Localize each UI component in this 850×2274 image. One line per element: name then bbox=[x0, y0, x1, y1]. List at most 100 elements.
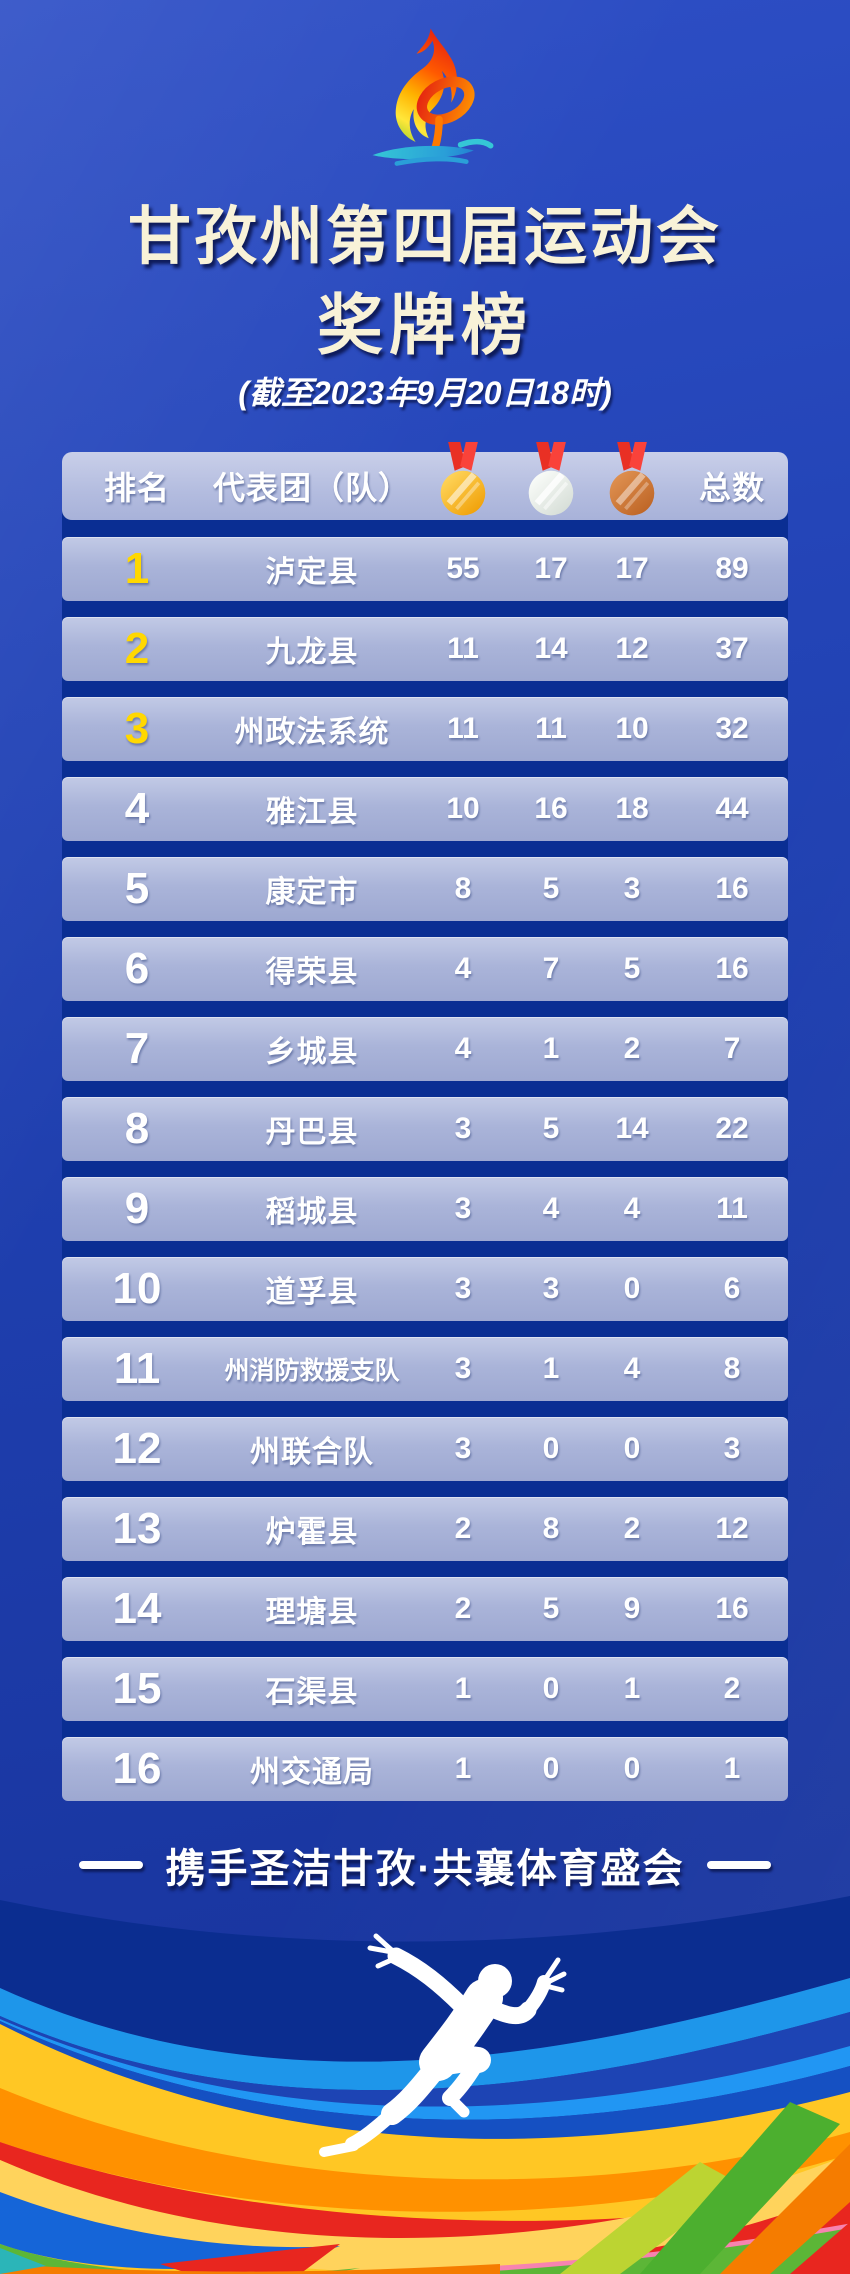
silver-cell: 14 bbox=[534, 632, 568, 665]
rank-cell: 2 bbox=[124, 624, 150, 673]
rank-cell: 9 bbox=[124, 1184, 150, 1233]
table-row: 11 州消防救援支队 3 1 4 8 bbox=[62, 1337, 788, 1401]
gold-cell: 3 bbox=[454, 1352, 472, 1385]
table-row: 13 炉霍县 2 8 2 12 bbox=[62, 1497, 788, 1561]
total-cell: 37 bbox=[715, 632, 749, 665]
rank-cell: 6 bbox=[124, 944, 150, 993]
total-cell: 16 bbox=[715, 952, 749, 985]
team-cell: 康定市 bbox=[265, 876, 359, 909]
total-cell: 11 bbox=[716, 1192, 748, 1225]
gold-cell: 8 bbox=[454, 872, 472, 905]
slogan-dash bbox=[706, 1861, 771, 1869]
bronze-cell: 0 bbox=[623, 1432, 641, 1465]
silver-cell: 5 bbox=[542, 1592, 560, 1625]
silver-cell: 8 bbox=[542, 1512, 560, 1545]
table-row: 1 泸定县 55 17 17 89 bbox=[62, 537, 788, 601]
gold-cell: 3 bbox=[454, 1112, 472, 1145]
team-cell: 稻城县 bbox=[265, 1196, 359, 1229]
silver-cell: 4 bbox=[542, 1192, 560, 1225]
rank-cell: 14 bbox=[112, 1584, 162, 1633]
rank-cell: 7 bbox=[124, 1024, 150, 1073]
team-cell: 雅江县 bbox=[265, 796, 359, 829]
total-cell: 7 bbox=[723, 1032, 741, 1065]
gold-cell: 11 bbox=[447, 712, 479, 745]
bronze-cell: 10 bbox=[615, 712, 649, 745]
silver-cell: 0 bbox=[542, 1432, 560, 1465]
gold-cell: 11 bbox=[447, 632, 479, 665]
slogan-text: 携手圣洁甘孜·共襄体育盛会 bbox=[165, 1847, 685, 1891]
team-column-header: 代表团（队） bbox=[212, 470, 411, 506]
rank-cell: 11 bbox=[113, 1344, 161, 1393]
table-row: 10 道孚县 3 3 0 6 bbox=[62, 1257, 788, 1321]
table-row: 16 州交通局 1 0 0 1 bbox=[62, 1737, 788, 1801]
gold-cell: 2 bbox=[454, 1592, 472, 1625]
bronze-cell: 4 bbox=[623, 1352, 641, 1385]
silver-cell: 3 bbox=[542, 1272, 560, 1305]
rank-cell: 12 bbox=[112, 1424, 162, 1473]
silver-cell: 1 bbox=[542, 1032, 560, 1065]
table-row: 4 雅江县 10 16 18 44 bbox=[62, 777, 788, 841]
page-title: 奖牌榜 bbox=[317, 288, 533, 362]
silver-cell: 0 bbox=[542, 1672, 560, 1705]
rank-cell: 3 bbox=[124, 704, 150, 753]
team-cell: 石渠县 bbox=[265, 1676, 359, 1709]
gold-cell: 3 bbox=[454, 1272, 472, 1305]
bronze-column-header bbox=[588, 442, 676, 520]
bronze-medal-icon bbox=[609, 442, 655, 516]
gold-cell: 4 bbox=[454, 952, 472, 985]
gold-cell: 1 bbox=[454, 1752, 472, 1785]
table-row: 14 理塘县 2 5 9 16 bbox=[62, 1577, 788, 1641]
torch-flame-water-logo-icon bbox=[372, 28, 494, 166]
total-cell: 16 bbox=[715, 1592, 749, 1625]
team-cell: 乡城县 bbox=[265, 1036, 359, 1069]
bronze-cell: 0 bbox=[623, 1272, 641, 1305]
total-cell: 2 bbox=[723, 1672, 741, 1705]
rank-cell: 8 bbox=[124, 1104, 150, 1153]
team-cell: 九龙县 bbox=[265, 636, 359, 669]
medal-table-header: 排名 代表团（队） bbox=[62, 442, 788, 520]
team-cell: 州联合队 bbox=[250, 1436, 374, 1469]
total-cell: 6 bbox=[723, 1272, 741, 1305]
team-cell: 道孚县 bbox=[265, 1276, 359, 1309]
team-cell: 得荣县 bbox=[265, 956, 359, 989]
total-cell: 12 bbox=[715, 1512, 749, 1545]
team-cell: 炉霍县 bbox=[265, 1516, 359, 1549]
rank-cell: 16 bbox=[112, 1744, 162, 1793]
table-row: 5 康定市 8 5 3 16 bbox=[62, 857, 788, 921]
total-cell: 89 bbox=[715, 552, 749, 585]
table-row: 7 乡城县 4 1 2 7 bbox=[62, 1017, 788, 1081]
colorful-ribbon-waves-graphic bbox=[0, 1896, 850, 2274]
rank-cell: 15 bbox=[112, 1664, 162, 1713]
bronze-cell: 1 bbox=[623, 1672, 641, 1705]
team-cell: 州交通局 bbox=[250, 1756, 374, 1789]
rank-cell: 1 bbox=[124, 544, 150, 593]
team-cell: 泸定县 bbox=[265, 556, 359, 589]
silver-column-header bbox=[514, 442, 588, 520]
medal-table-rows: 1 泸定县 55 17 17 89 2 九龙县 11 14 12 37 3 州政… bbox=[62, 537, 788, 1801]
table-row: 2 九龙县 11 14 12 37 bbox=[62, 617, 788, 681]
rank-column-header: 排名 bbox=[103, 470, 170, 506]
bronze-cell: 12 bbox=[615, 632, 649, 665]
total-column-header: 总数 bbox=[698, 470, 765, 506]
rank-cell: 5 bbox=[124, 864, 150, 913]
total-cell: 3 bbox=[723, 1432, 741, 1465]
bronze-cell: 2 bbox=[623, 1032, 641, 1065]
table-row: 6 得荣县 4 7 5 16 bbox=[62, 937, 788, 1001]
bronze-cell: 17 bbox=[615, 552, 649, 585]
silver-cell: 16 bbox=[534, 792, 568, 825]
total-cell: 8 bbox=[723, 1352, 741, 1385]
gold-cell: 1 bbox=[454, 1672, 472, 1705]
medal-table: 排名 代表团（队） bbox=[62, 442, 788, 1801]
silver-cell: 1 bbox=[542, 1352, 560, 1385]
gold-cell: 4 bbox=[454, 1032, 472, 1065]
bronze-cell: 9 bbox=[623, 1592, 641, 1625]
total-cell: 1 bbox=[723, 1752, 741, 1785]
total-cell: 22 bbox=[715, 1112, 749, 1145]
gold-cell: 55 bbox=[446, 552, 480, 585]
silver-medal-icon bbox=[528, 442, 574, 516]
cutoff-time-subtitle: (截至2023年9月20日18时) bbox=[238, 375, 612, 411]
bronze-cell: 3 bbox=[623, 872, 641, 905]
footer-slogan: 携手圣洁甘孜·共襄体育盛会 bbox=[0, 1836, 850, 1894]
sprinter-silhouette-icon bbox=[319, 1933, 567, 2157]
